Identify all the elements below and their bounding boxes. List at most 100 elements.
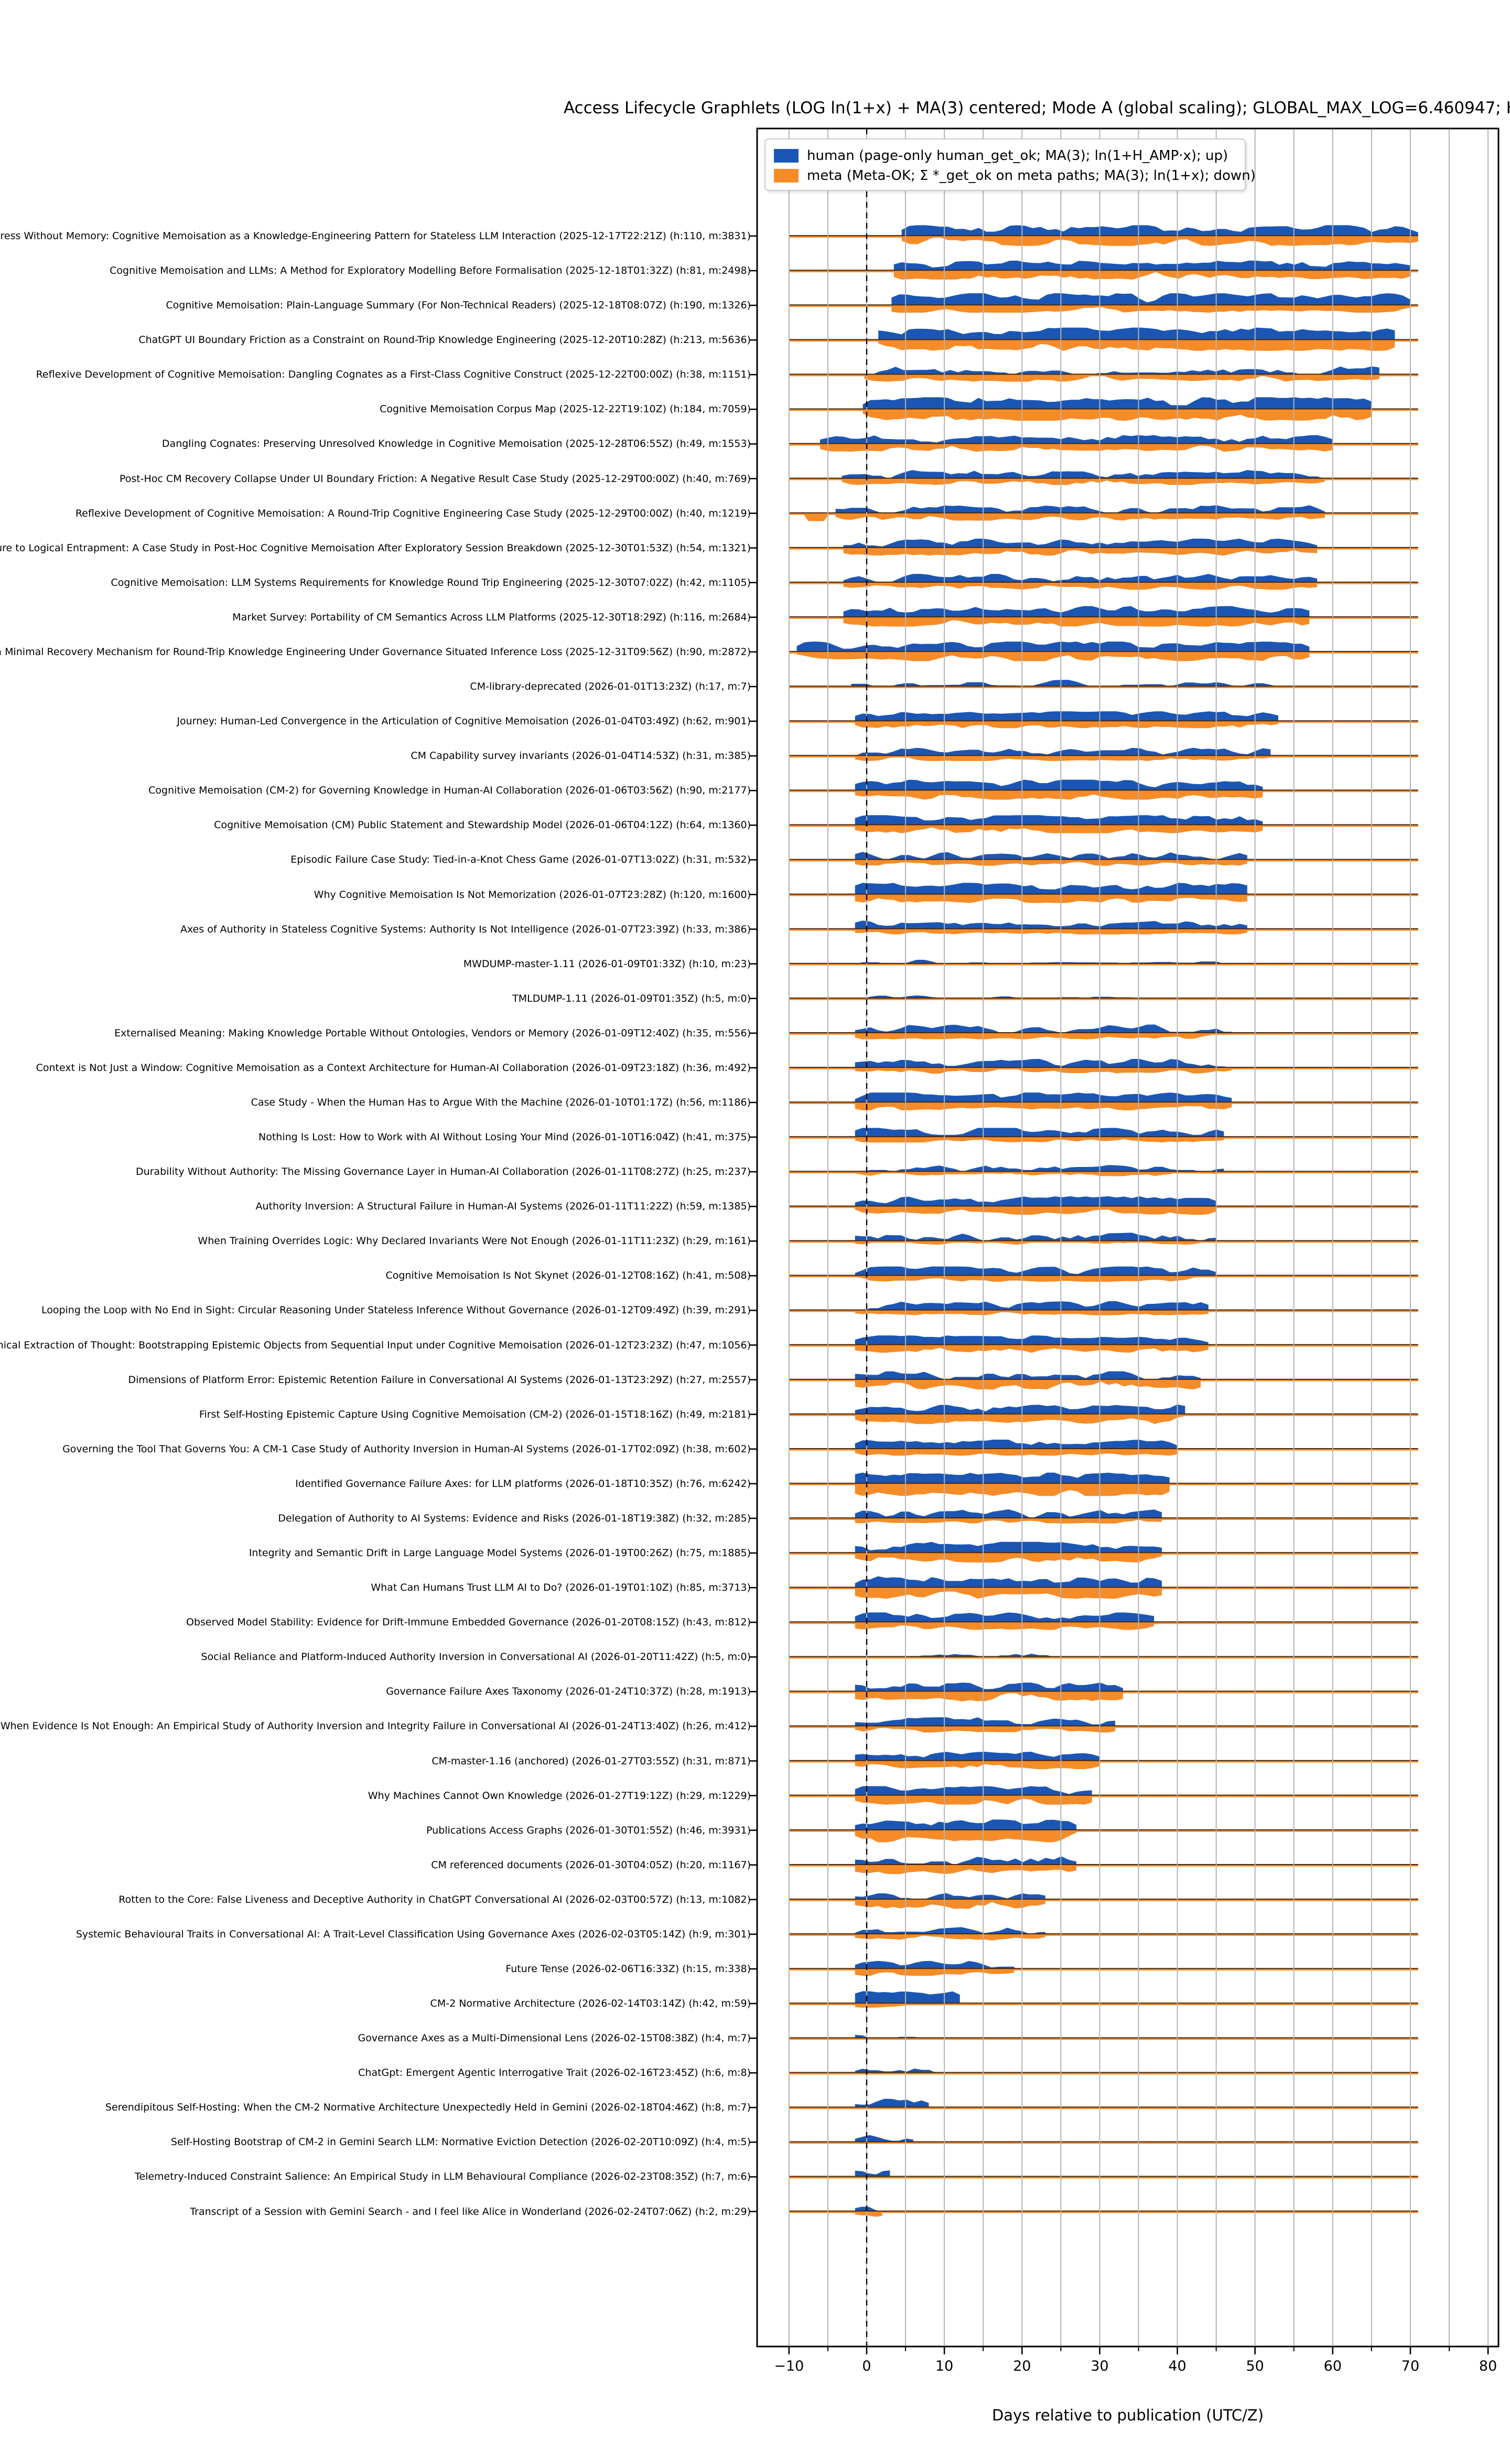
x-tick-label: 20 bbox=[1013, 2358, 1031, 2374]
row-label: Axes of Authority in Stateless Cognitive… bbox=[180, 923, 751, 935]
meta-area bbox=[855, 1414, 1185, 1424]
human-area bbox=[842, 470, 1325, 479]
human-area bbox=[855, 1092, 1232, 1102]
row-label: Transcript of a Session with Gemini Sear… bbox=[190, 2205, 751, 2217]
meta-pre-publication-area bbox=[803, 513, 829, 521]
row-label: Cognitive Memoisation (CM) Public Statem… bbox=[214, 819, 751, 831]
human-area bbox=[796, 641, 1310, 652]
meta-area bbox=[855, 1206, 1216, 1215]
human-series-swatch-icon bbox=[774, 149, 799, 163]
row-label: What Can Humans Trust LLM AI to Do? (202… bbox=[371, 1582, 751, 1594]
human-area bbox=[855, 1717, 1115, 1727]
x-tick-label: 70 bbox=[1401, 2358, 1420, 2374]
meta-area bbox=[855, 1345, 1209, 1353]
human-area bbox=[862, 397, 1372, 410]
meta-area bbox=[855, 1102, 1232, 1110]
human-area bbox=[855, 1751, 1100, 1761]
row-label: Progress Without Memory: Cognitive Memoi… bbox=[0, 230, 751, 242]
meta-area bbox=[855, 721, 1279, 729]
axis-ticks bbox=[750, 235, 1489, 2354]
human-area bbox=[855, 1786, 1092, 1796]
row-label: Cognitive Memoisation (CM-2) for Governi… bbox=[148, 785, 751, 797]
human-area bbox=[855, 1576, 1162, 1588]
human-area bbox=[855, 1165, 1224, 1172]
human-area bbox=[855, 1472, 1170, 1484]
row-label: Episodic Failure Case Study: Tied-in-a-K… bbox=[290, 854, 751, 866]
row-label: Post-Hoc CM Recovery Collapse Under UI B… bbox=[119, 473, 751, 485]
x-tick-label: 60 bbox=[1323, 2358, 1342, 2374]
human-area bbox=[855, 1439, 1178, 1449]
x-tick-label: 30 bbox=[1091, 2358, 1109, 2374]
row-label: TMLDUMP-1.11 (2026-01-09T01:35Z) (h:5, m… bbox=[512, 992, 751, 1004]
plot-border bbox=[756, 127, 1500, 2348]
meta-area bbox=[855, 1553, 1162, 1563]
legend-label-meta: meta (Meta-OK; Σ *_get_ok on meta paths;… bbox=[807, 168, 1256, 184]
meta-area bbox=[855, 825, 1263, 833]
meta-area bbox=[891, 305, 1410, 313]
row-label: Publications Access Graphs (2026-01-30T0… bbox=[426, 1824, 751, 1836]
human-area bbox=[855, 1301, 1209, 1311]
human-area bbox=[855, 2098, 929, 2108]
human-area bbox=[855, 1233, 1216, 1241]
row-label: XDUMP as a Minimal Recovery Mechanism fo… bbox=[0, 646, 751, 658]
human-area bbox=[843, 606, 1310, 617]
human-area bbox=[855, 1612, 1155, 1623]
human-area bbox=[855, 1856, 1076, 1865]
row-label: Delegation of Authority to AI Systems: E… bbox=[278, 1512, 751, 1524]
meta-area bbox=[878, 340, 1395, 351]
row-label: Reflexive Development of Cognitive Memoi… bbox=[75, 507, 751, 519]
meta-area bbox=[855, 1588, 1162, 1599]
graphlet-baselines bbox=[789, 235, 1418, 2213]
meta-area bbox=[796, 652, 1310, 661]
meta-area bbox=[843, 617, 1310, 627]
meta-area bbox=[855, 1969, 1015, 1976]
x-tick-label: 10 bbox=[935, 2358, 954, 2374]
meta-area bbox=[843, 548, 1318, 556]
meta-area bbox=[855, 1795, 1092, 1805]
human-area bbox=[855, 1024, 1232, 1033]
row-label: Why Machines Cannot Own Knowledge (2026-… bbox=[368, 1790, 751, 1802]
human-area bbox=[855, 711, 1279, 722]
row-label: Reflexive Development of Cognitive Memoi… bbox=[36, 369, 751, 381]
meta-area bbox=[855, 1691, 1123, 1702]
row-label: Cognitive Memoisation: LLM Systems Requi… bbox=[111, 576, 751, 588]
row-label: First Self-Hosting Epistemic Capture Usi… bbox=[199, 1408, 751, 1420]
row-label: ChatGPT UI Boundary Friction as a Constr… bbox=[138, 334, 751, 346]
row-label: CM-2 Normative Architecture (2026-02-14T… bbox=[430, 1998, 751, 2010]
human-area bbox=[855, 1541, 1162, 1553]
row-label: Dangling Cognates: Preserving Unresolved… bbox=[161, 438, 751, 450]
row-label: Cognitive Memoisation Is Not Skynet (202… bbox=[385, 1270, 751, 1282]
human-area bbox=[893, 260, 1410, 271]
row-label: Journey: Human-Led Convergence in the Ar… bbox=[177, 715, 751, 727]
row-label: Telemetry-Induced Constraint Salience: A… bbox=[135, 2171, 751, 2183]
human-area bbox=[855, 1335, 1209, 1345]
row-label: CM-master-1.16 (anchored) (2026-01-27T03… bbox=[432, 1755, 751, 1767]
human-area bbox=[864, 366, 1379, 375]
x-tick-label: 50 bbox=[1246, 2358, 1264, 2374]
row-label: From UI Failure to Logical Entrapment: A… bbox=[0, 542, 751, 554]
human-area bbox=[855, 883, 1247, 895]
row-label: Mechanical Extraction of Thought: Bootst… bbox=[0, 1339, 751, 1351]
human-area bbox=[855, 920, 1247, 929]
legend-label-human: human (page-only human_get_ok; MA(3); ln… bbox=[807, 148, 1228, 164]
row-label: Future Tense (2026-02-06T16:33Z) (h:15, … bbox=[505, 1963, 751, 1975]
row-label: MWDUMP-master-1.11 (2026-01-09T01:33Z) (… bbox=[463, 958, 751, 970]
human-area bbox=[855, 1893, 1045, 1900]
human-area bbox=[843, 574, 1318, 583]
row-label: Cognitive Memoisation and LLMs: A Method… bbox=[110, 265, 751, 277]
row-label: Integrity and Semantic Drift in Large La… bbox=[249, 1547, 751, 1559]
x-tick-label: 80 bbox=[1479, 2358, 1497, 2374]
row-label: Self-Hosting Bootstrap of CM-2 in Gemini… bbox=[170, 2136, 751, 2148]
human-area bbox=[855, 1961, 1015, 1969]
meta-series-swatch-icon bbox=[774, 169, 799, 183]
row-label: Dimensions of Platform Error: Epistemic … bbox=[128, 1374, 751, 1386]
meta-area bbox=[855, 894, 1247, 903]
meta-area bbox=[855, 1899, 1045, 1909]
row-label: When Evidence Is Not Enough: An Empirica… bbox=[0, 1720, 751, 1732]
row-label: Market Survey: Portability of CM Semanti… bbox=[232, 611, 751, 623]
human-area bbox=[855, 1404, 1185, 1415]
meta-area bbox=[855, 1761, 1100, 1770]
human-area bbox=[855, 779, 1263, 791]
row-label: Case Study - When the Human Has to Argue… bbox=[251, 1097, 751, 1108]
